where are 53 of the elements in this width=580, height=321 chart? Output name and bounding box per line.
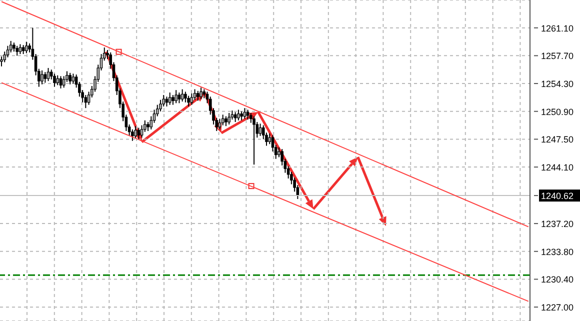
- candlestick: [190, 92, 194, 106]
- candlestick: [25, 41, 28, 54]
- candlestick: [240, 110, 243, 121]
- candlestick: [184, 91, 187, 103]
- candlestick: [178, 92, 181, 104]
- candlestick: [68, 72, 72, 85]
- candlestick: [6, 45, 10, 58]
- candlestick: [134, 126, 137, 139]
- candlestick: [40, 70, 44, 85]
- candlestick: [146, 122, 150, 132]
- candlestick: [12, 42, 16, 52]
- candlestick: [18, 44, 22, 55]
- candlestick: [218, 118, 222, 130]
- candlestick: [278, 146, 280, 158]
- candlestick: [46, 67, 50, 82]
- y-tick-label: 1237.20: [541, 219, 574, 230]
- candlestick: [237, 109, 240, 121]
- y-tick-label: 1250.90: [541, 106, 574, 117]
- candlestick: [196, 90, 200, 102]
- y-tick-label: 1233.80: [541, 246, 574, 257]
- candlestick: [56, 74, 60, 86]
- candlestick: [137, 127, 140, 140]
- candlestick: [200, 87, 202, 100]
- candlestick: [268, 132, 272, 145]
- candlestick: [230, 110, 234, 120]
- candlestick: [258, 123, 262, 136]
- candlestick: [22, 44, 25, 55]
- candlestick: [131, 128, 134, 142]
- candlestick: [44, 72, 47, 84]
- candlestick: [16, 45, 18, 56]
- y-tick-label: 1230.40: [541, 274, 574, 285]
- candlestick: [180, 88, 184, 102]
- candlestick: [172, 94, 174, 106]
- y-tick-label: 1244.10: [541, 162, 574, 173]
- candlestick: [221, 114, 224, 126]
- candlestick: [53, 73, 56, 88]
- candlestick: [140, 124, 144, 138]
- y-tick-label: 1240.62: [541, 191, 574, 202]
- candlestick: [168, 92, 172, 106]
- candlestick: [228, 112, 230, 125]
- y-tick-label: 1261.10: [541, 23, 574, 34]
- candlestick: [174, 90, 178, 104]
- candlestick: [202, 88, 206, 99]
- y-tick-label: 1227.00: [541, 302, 574, 313]
- y-tick-label: 1247.50: [541, 134, 574, 145]
- candlestick: [224, 116, 228, 127]
- candlestick: [246, 109, 250, 120]
- candlestick: [252, 116, 256, 166]
- candlestick: [84, 94, 88, 109]
- y-tick-label: 1257.70: [541, 51, 574, 62]
- candlestick: [187, 95, 190, 107]
- y-tick-label: 1254.30: [541, 79, 574, 90]
- candlestick: [72, 73, 75, 84]
